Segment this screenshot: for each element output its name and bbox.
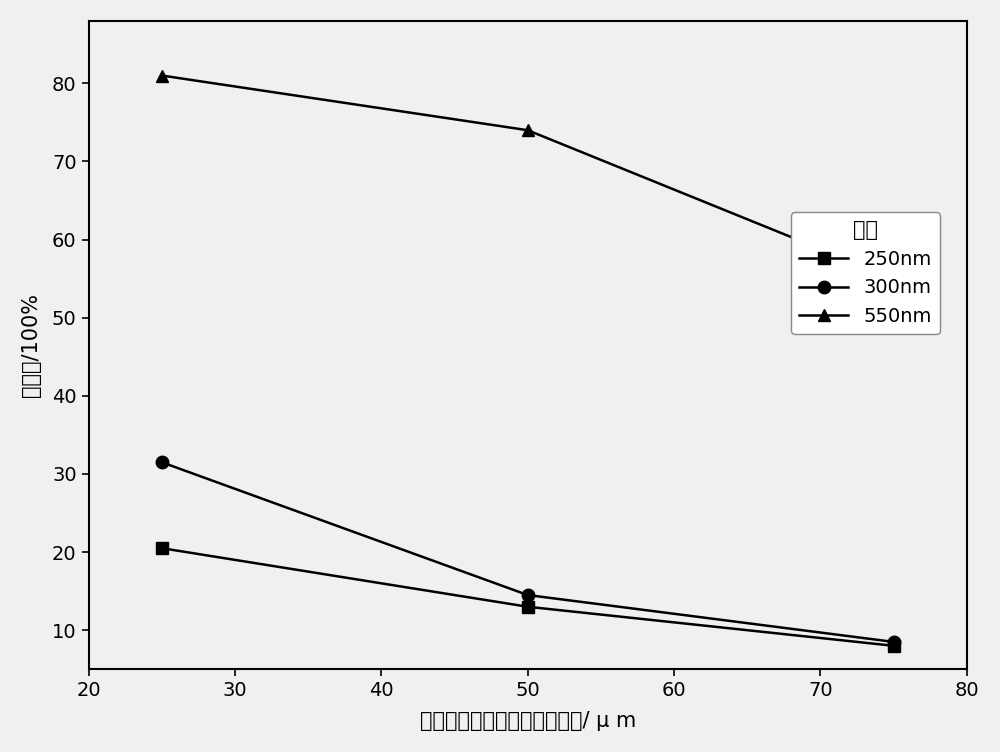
- 550nm: [522, 126, 534, 135]
- Y-axis label: 透光率/100%: 透光率/100%: [21, 293, 41, 397]
- 550nm: [156, 71, 168, 80]
- Legend: 250nm, 300nm, 550nm: 250nm, 300nm, 550nm: [791, 212, 940, 334]
- 250nm: [156, 544, 168, 553]
- 250nm: [522, 602, 534, 611]
- 300nm: [888, 638, 900, 647]
- Line: 300nm: 300nm: [155, 456, 900, 648]
- 300nm: [156, 458, 168, 467]
- Line: 550nm: 550nm: [155, 69, 900, 285]
- 550nm: [888, 274, 900, 284]
- 300nm: [522, 590, 534, 599]
- 250nm: [888, 641, 900, 650]
- X-axis label: 添加改性纳米氧化锤涂层厚度/ μ m: 添加改性纳米氧化锤涂层厚度/ μ m: [420, 711, 636, 731]
- Line: 250nm: 250nm: [155, 542, 900, 652]
